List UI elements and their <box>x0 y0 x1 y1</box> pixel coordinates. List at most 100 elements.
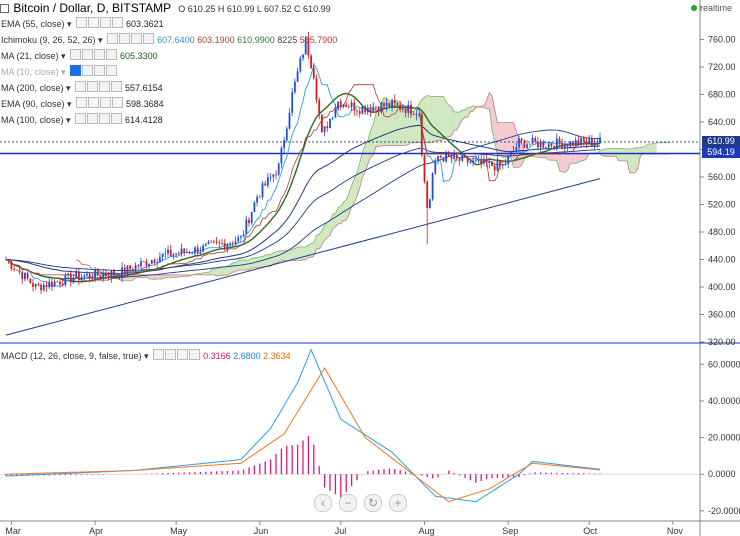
close-icon[interactable] <box>111 17 123 28</box>
indicator-row[interactable]: EMA (90, close) ▾ 598.3684 <box>1 97 164 110</box>
eye-icon[interactable] <box>74 81 86 92</box>
cloud-segment <box>384 97 387 146</box>
symbol-title[interactable]: Bitcoin / Dollar, D, BITSTAMP <box>13 1 171 15</box>
candle-body <box>488 161 491 164</box>
candle-body <box>137 265 140 267</box>
zoom-in-button[interactable]: + <box>389 494 407 512</box>
candle-body <box>580 138 582 145</box>
indicator-row[interactable]: MA (200, close) ▾ 557.6154 <box>1 81 163 94</box>
collapse-icon[interactable] <box>0 4 9 13</box>
candle-body <box>588 138 591 144</box>
settings-icon[interactable] <box>87 17 99 28</box>
eye-icon[interactable] <box>106 33 118 44</box>
reset-chart-button[interactable]: ↻ <box>364 494 382 512</box>
candle-body <box>234 241 237 245</box>
settings-icon[interactable] <box>81 65 93 76</box>
indicator-row[interactable]: MA (21, close) ▾ 605.3300 <box>1 49 158 62</box>
settings-icon[interactable] <box>86 81 98 92</box>
add-icon[interactable] <box>98 81 110 92</box>
cloud-segment <box>435 96 438 141</box>
candle-body <box>142 261 145 263</box>
y-tick-label: 360.00 <box>708 310 736 320</box>
add-icon[interactable] <box>176 349 188 360</box>
indicator-row[interactable]: MA (100, close) ▾ 614.4128 <box>1 113 163 126</box>
candle-body <box>242 234 245 237</box>
price-box-label: 610.99 <box>702 135 740 147</box>
candle-body <box>434 160 437 174</box>
eye-icon[interactable] <box>152 349 164 360</box>
indicator-row[interactable]: MA (10, close) ▾ <box>1 65 118 78</box>
macd-row[interactable]: MACD (12, 26, close, 9, false, true) ▾ 0… <box>1 349 291 362</box>
eye-icon[interactable] <box>75 17 87 28</box>
candle-body <box>280 147 283 164</box>
cloud-segment <box>567 154 571 171</box>
macd-name[interactable]: MACD (12, 26, close, 9, false, true) ▾ <box>1 351 149 361</box>
candle-body <box>75 271 78 278</box>
zoom-out-button[interactable]: − <box>339 494 357 512</box>
cloud-segment <box>292 248 295 261</box>
eye-icon[interactable] <box>75 97 87 108</box>
close-icon[interactable] <box>188 349 200 360</box>
cloud-segment <box>627 148 630 173</box>
close-icon[interactable] <box>110 113 122 124</box>
candle-body <box>40 284 42 291</box>
close-icon[interactable] <box>105 49 117 60</box>
cloud-segment <box>294 247 298 261</box>
add-icon[interactable] <box>130 33 142 44</box>
candle-body <box>564 144 566 149</box>
eye-icon[interactable] <box>74 113 86 124</box>
candle-body <box>223 243 226 249</box>
cloud-segment <box>173 274 177 278</box>
candle-body <box>453 154 456 159</box>
close-icon[interactable] <box>105 65 117 76</box>
settings-icon[interactable] <box>81 49 93 60</box>
indicator-row[interactable]: Ichimoku (9, 26, 52, 26) ▾ 607.6400 603.… <box>1 33 337 46</box>
close-icon[interactable] <box>142 33 154 44</box>
eye-icon[interactable] <box>69 49 81 60</box>
candle-body <box>404 109 407 113</box>
cloud-segment <box>632 147 636 173</box>
indicator-controls <box>75 97 124 109</box>
senkou-span-a <box>76 95 671 281</box>
candle-body <box>539 141 542 148</box>
cloud-segment <box>205 272 209 275</box>
indicator-name[interactable]: MA (10, close) ▾ <box>1 67 66 77</box>
candle-body <box>466 157 469 163</box>
candle-body <box>288 112 291 129</box>
candle-body <box>496 160 499 171</box>
settings-icon[interactable] <box>87 97 99 108</box>
candle-body <box>42 284 45 291</box>
add-icon[interactable] <box>99 97 111 108</box>
indicator-name[interactable]: MA (100, close) ▾ <box>1 115 71 125</box>
candle-body <box>520 138 523 141</box>
settings-icon[interactable] <box>118 33 130 44</box>
cloud-segment <box>254 257 258 268</box>
add-icon[interactable] <box>99 17 111 28</box>
add-icon[interactable] <box>93 49 105 60</box>
settings-icon[interactable] <box>86 113 98 124</box>
indicator-name[interactable]: MA (21, close) ▾ <box>1 51 66 61</box>
indicator-name[interactable]: EMA (55, close) ▾ <box>1 19 72 29</box>
cloud-segment <box>465 107 468 118</box>
candle-body <box>523 140 526 148</box>
indicator-name[interactable]: Ichimoku (9, 26, 52, 26) ▾ <box>1 35 103 45</box>
candle-body <box>94 269 96 280</box>
cloud-segment <box>321 225 325 245</box>
indicator-row[interactable]: EMA (55, close) ▾ 603.3621 <box>1 17 164 30</box>
indicator-name[interactable]: MA (200, close) ▾ <box>1 83 71 93</box>
candle-body <box>229 243 231 245</box>
candle-body <box>423 155 426 182</box>
candle-body <box>310 55 312 68</box>
close-icon[interactable] <box>111 97 123 108</box>
x-tick-label: Mar <box>5 526 21 536</box>
indicator-name[interactable]: EMA (90, close) ▾ <box>1 99 72 109</box>
add-icon[interactable] <box>93 65 105 76</box>
candle-body <box>582 138 585 142</box>
cloud-segment <box>311 242 314 258</box>
scroll-left-button[interactable]: ‹ <box>314 494 332 512</box>
close-icon[interactable] <box>110 81 122 92</box>
eye-icon[interactable] <box>69 65 81 76</box>
settings-icon[interactable] <box>164 349 176 360</box>
ma-21-line <box>5 92 601 283</box>
add-icon[interactable] <box>98 113 110 124</box>
